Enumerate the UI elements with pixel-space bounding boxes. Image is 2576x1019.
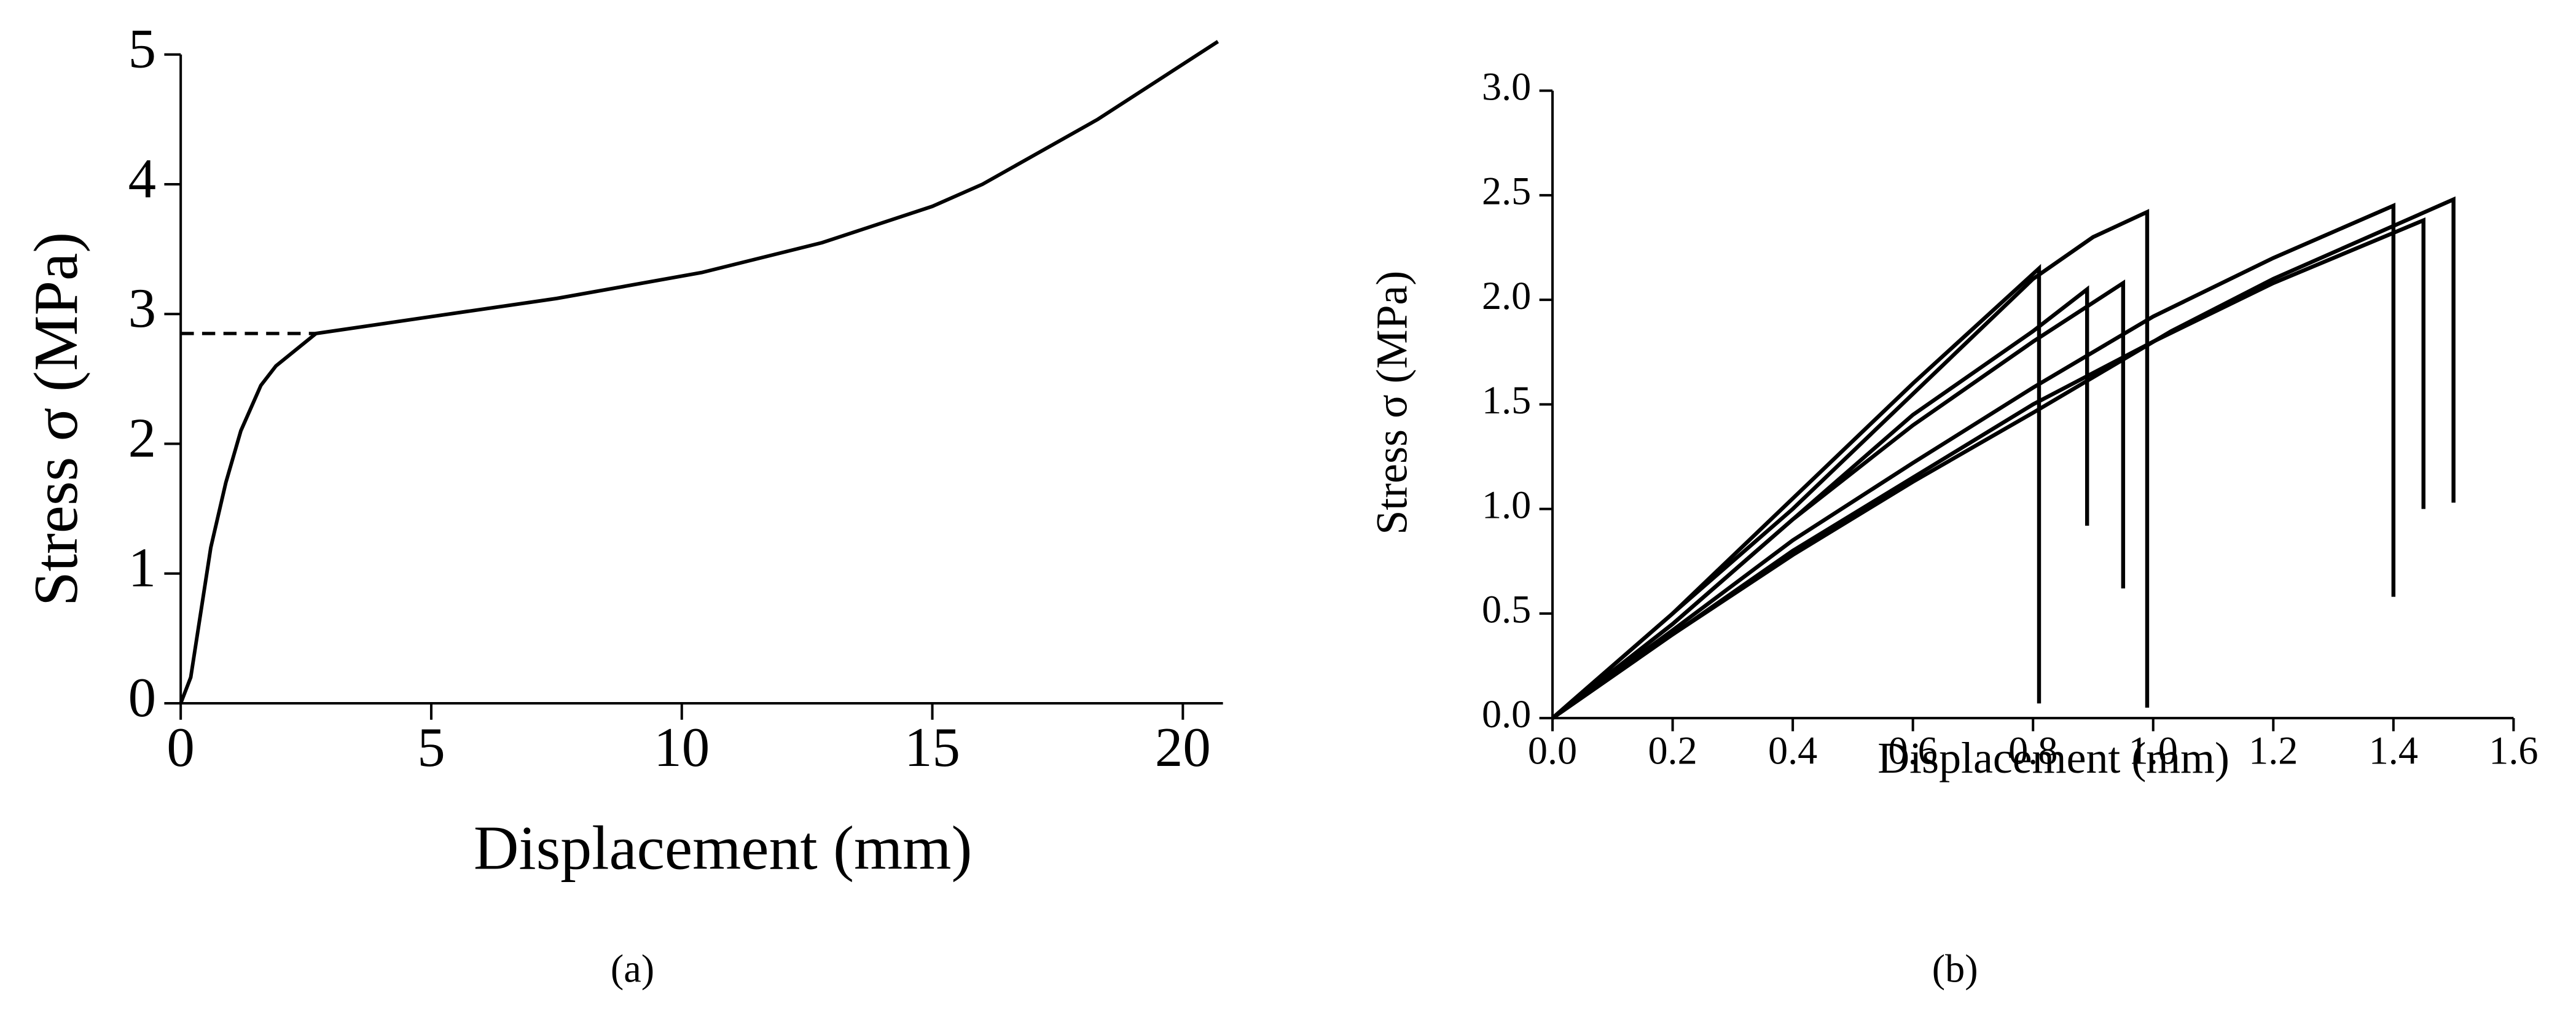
x-tick-label: 0.2 <box>1648 729 1697 773</box>
line <box>179 40 1219 705</box>
line <box>1551 264 2042 720</box>
y-tick-label: 2.0 <box>1482 274 1531 318</box>
line <box>1551 279 2126 720</box>
x-tick-label: 1.0 <box>2129 729 2178 773</box>
line <box>1551 196 2456 720</box>
x-tick-label: 10 <box>654 716 710 778</box>
y-tick-label: 1.0 <box>1482 483 1531 526</box>
x-tick-label: 1.6 <box>2489 729 2538 773</box>
caption: (a) <box>611 947 654 990</box>
line <box>1551 202 2396 720</box>
y-axis-label: Stress σ (MPa) <box>22 232 91 606</box>
y-tick-label: 3.0 <box>1482 64 1531 108</box>
y-tick-label: 3 <box>128 277 156 339</box>
x-axis-label: Displacement (mm) <box>474 813 973 883</box>
line <box>1551 217 2425 720</box>
x-tick-label: 0.4 <box>1768 729 1817 773</box>
x-tick-label: 0 <box>166 716 194 778</box>
caption: (b) <box>1932 947 1978 990</box>
y-axis-label: Stress σ (MPa) <box>1367 271 1416 535</box>
y-tick-label: 0 <box>128 666 156 728</box>
x-tick-label: 0.8 <box>2008 729 2057 773</box>
y-tick-label: 5 <box>128 18 156 80</box>
y-tick-label: 0.5 <box>1482 588 1531 631</box>
x-tick-label: 0.6 <box>1889 729 1938 773</box>
y-tick-label: 4 <box>128 147 156 209</box>
x-tick-label: 15 <box>904 716 960 778</box>
y-tick-label: 2.5 <box>1482 170 1531 213</box>
y-tick-label: 0.0 <box>1482 692 1531 736</box>
x-axis-label: Displacement (mm) <box>1877 733 2230 783</box>
x-tick-label: 20 <box>1155 716 1211 778</box>
x-tick-label: 1.2 <box>2249 729 2298 773</box>
y-tick-label: 2 <box>128 407 156 469</box>
y-tick-label: 1.5 <box>1482 378 1531 422</box>
x-tick-label: 5 <box>417 716 445 778</box>
y-tick-label: 1 <box>128 537 156 599</box>
x-tick-label: 0.0 <box>1528 729 1577 773</box>
line <box>1551 209 2150 720</box>
x-tick-label: 1.4 <box>2369 729 2418 773</box>
